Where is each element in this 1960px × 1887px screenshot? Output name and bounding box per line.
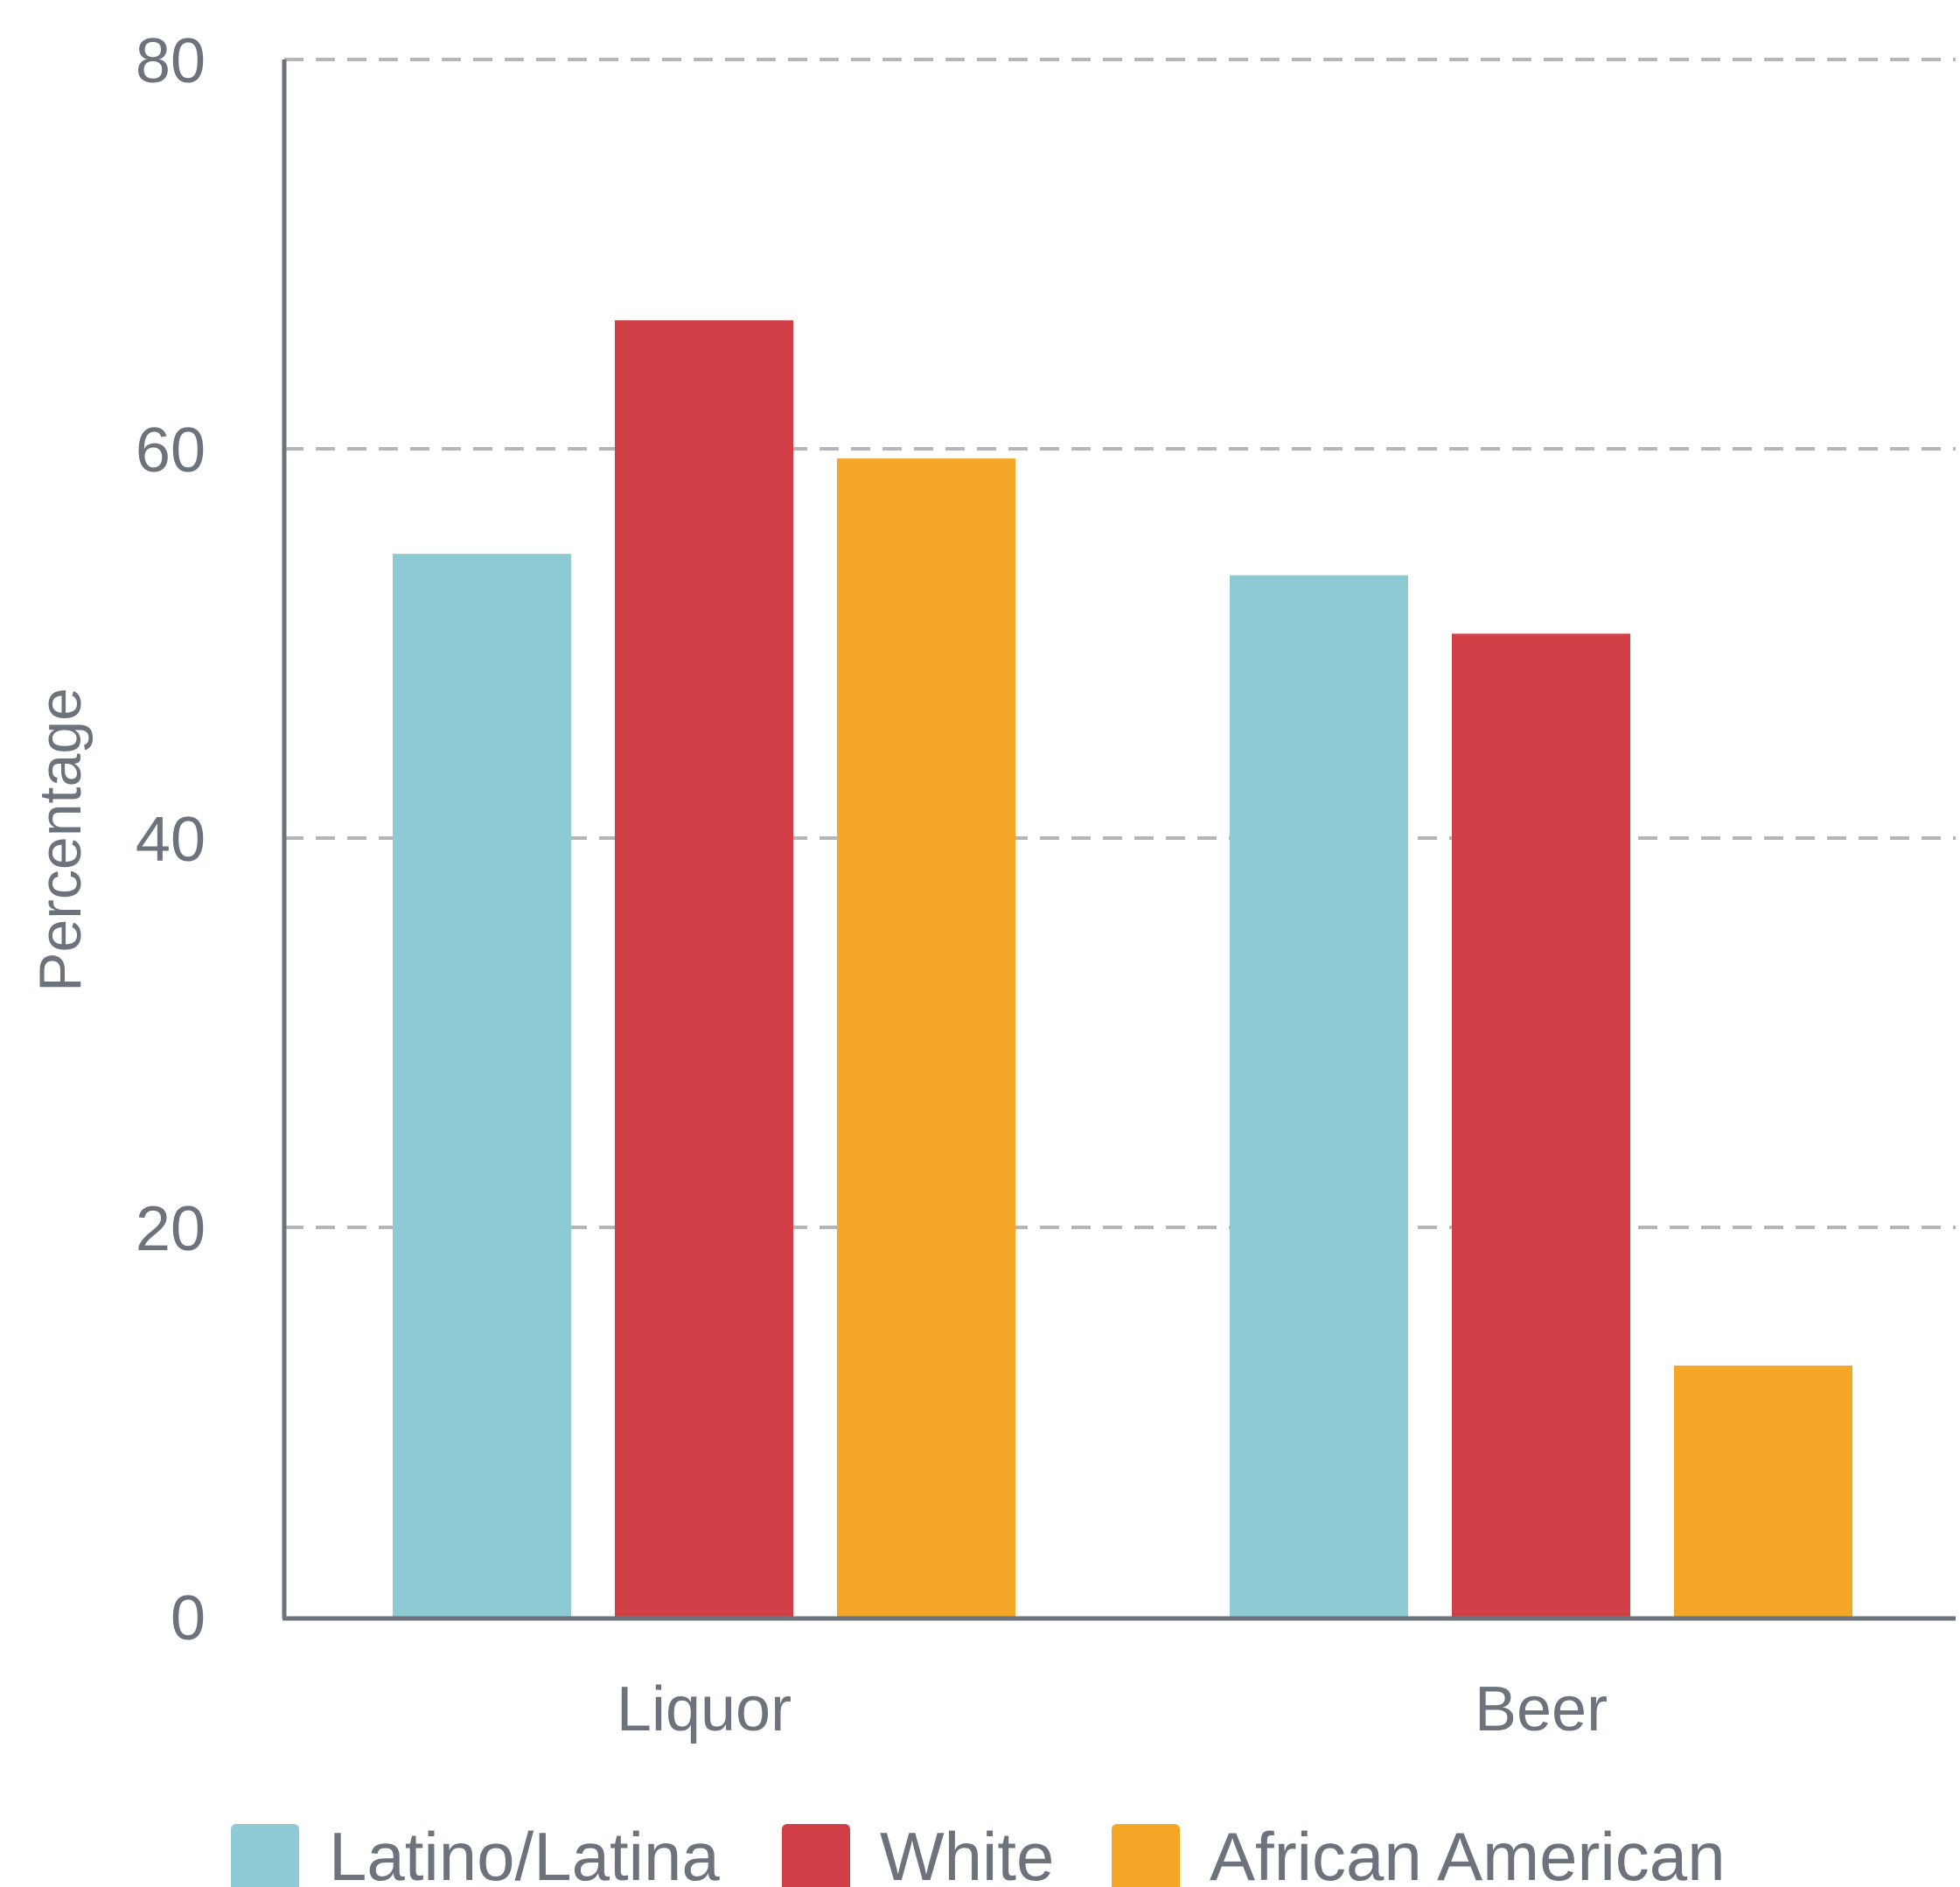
legend-label-african-american: African American — [1210, 1818, 1726, 1887]
bars — [393, 320, 1852, 1617]
bar-liquor-white — [615, 320, 793, 1617]
legend-label-white: White — [880, 1818, 1054, 1887]
bar-beer-african-american — [1674, 1365, 1852, 1617]
y-tick-label-60: 60 — [136, 416, 206, 486]
x-category-label-beer: Beer — [1475, 1674, 1608, 1744]
y-tick-label-0: 0 — [171, 1583, 206, 1653]
axes — [282, 59, 1956, 1621]
bar-beer-white — [1452, 633, 1630, 1617]
bar-liquor-latino-latina — [393, 554, 571, 1617]
x-category-label-liquor: Liquor — [617, 1674, 792, 1744]
legend-swatch-white — [782, 1824, 850, 1887]
y-tick-label-40: 40 — [136, 805, 206, 875]
bar-beer-latino-latina — [1230, 575, 1408, 1617]
legend-label-latino-latina: Latino/Latina — [329, 1818, 720, 1887]
y-axis-title: Percentage — [27, 688, 94, 992]
legend: Latino/Latina White African American — [231, 1818, 1726, 1887]
legend-swatch-african-american — [1112, 1824, 1180, 1887]
y-tick-labels: 0 20 40 60 80 — [136, 26, 206, 1653]
x-category-labels: Liquor Beer — [617, 1674, 1608, 1744]
legend-swatch-latino-latina — [231, 1824, 299, 1887]
y-tick-label-20: 20 — [136, 1194, 206, 1264]
bar-liquor-african-american — [837, 458, 1015, 1617]
gridlines — [284, 58, 1956, 1229]
y-tick-label-80: 80 — [136, 26, 206, 96]
